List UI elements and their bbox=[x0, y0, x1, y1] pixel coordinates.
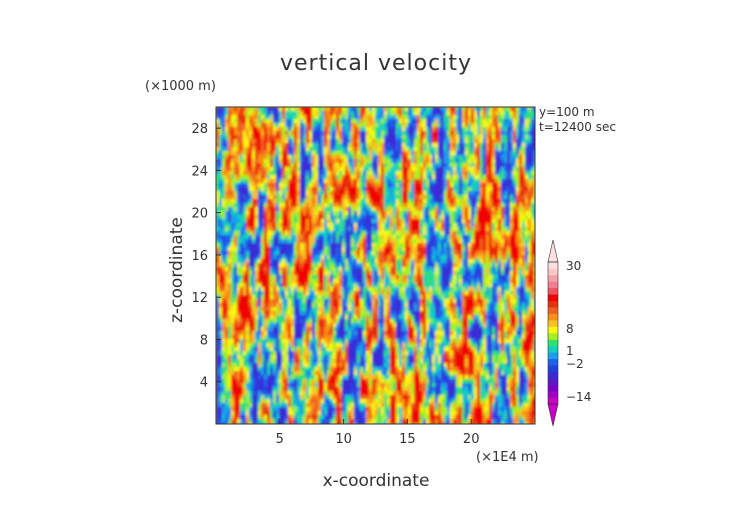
y-axis-ticks: 4 8 12 16 20 24 28 bbox=[191, 122, 221, 391]
plot-frame bbox=[215, 106, 536, 425]
colorbar-level bbox=[548, 281, 558, 289]
colorbar-level bbox=[548, 339, 558, 347]
colorbar-level bbox=[548, 300, 558, 308]
colorbar-tick-label: 30 bbox=[566, 259, 581, 273]
annotation-y: y=100 m bbox=[539, 105, 595, 119]
colorbar-level bbox=[548, 326, 558, 334]
colorbar-level bbox=[548, 333, 558, 340]
colorbar-level bbox=[548, 397, 558, 405]
colorbar-tick-label: −14 bbox=[566, 390, 591, 404]
x-axis-unit: (×1E4 m) bbox=[476, 450, 539, 465]
colorbar-max-arrow bbox=[547, 239, 559, 263]
colorbar-level bbox=[548, 307, 558, 314]
x-tick-label: 5 bbox=[276, 432, 284, 447]
colorbar-level bbox=[548, 268, 558, 276]
heatmap-field bbox=[216, 107, 535, 424]
colorbar-level bbox=[548, 320, 558, 327]
colorbar-level bbox=[548, 313, 558, 321]
colorbar-tick-label: 8 bbox=[566, 322, 574, 336]
colorbar-level bbox=[548, 371, 558, 379]
y-tick-label: 24 bbox=[191, 164, 208, 179]
y-tick-label: 12 bbox=[191, 291, 208, 306]
y-tick-label: 16 bbox=[191, 249, 208, 264]
colorbar-level bbox=[548, 274, 558, 282]
x-axis-label: x-coordinate bbox=[323, 471, 430, 491]
y-tick-label: 28 bbox=[191, 122, 208, 137]
x-tick-label: 15 bbox=[399, 432, 416, 447]
colorbar-level bbox=[548, 262, 558, 269]
colorbar-level bbox=[548, 294, 558, 302]
y-tick-label: 4 bbox=[200, 376, 208, 391]
heatmap-cells bbox=[216, 107, 535, 424]
colorbar-tick-labels: 30 8 1−2 −14 bbox=[566, 259, 591, 404]
colorbar-level bbox=[548, 287, 558, 295]
colorbar-level bbox=[548, 358, 558, 366]
x-axis-ticks: 5 10 15 20 bbox=[276, 419, 480, 447]
colorbar-level bbox=[548, 378, 558, 385]
colorbar-tick-label: −2 bbox=[566, 357, 584, 371]
colorbar-level bbox=[548, 345, 558, 353]
y-axis-label: z-coordinate bbox=[167, 217, 187, 323]
colorbar-frame bbox=[547, 261, 559, 405]
colorbar-level bbox=[548, 352, 558, 360]
x-tick-label: 20 bbox=[463, 432, 480, 447]
colorbar-tick-label: 1 bbox=[566, 344, 574, 358]
colorbar-level bbox=[548, 384, 558, 392]
y-tick-label: 8 bbox=[200, 333, 208, 348]
colorbar bbox=[547, 239, 559, 427]
annotations: y=100 m t=12400 sec bbox=[539, 105, 616, 134]
x-tick-label: 10 bbox=[335, 432, 352, 447]
colorbar-min-arrow bbox=[547, 403, 559, 427]
colorbar-level bbox=[548, 391, 558, 398]
chart-title: vertical velocity bbox=[280, 51, 472, 76]
y-tick-label: 20 bbox=[191, 207, 208, 222]
annotation-t: t=12400 sec bbox=[539, 120, 616, 134]
colorbar-level bbox=[548, 365, 558, 373]
y-axis-unit: (×1000 m) bbox=[145, 79, 216, 94]
